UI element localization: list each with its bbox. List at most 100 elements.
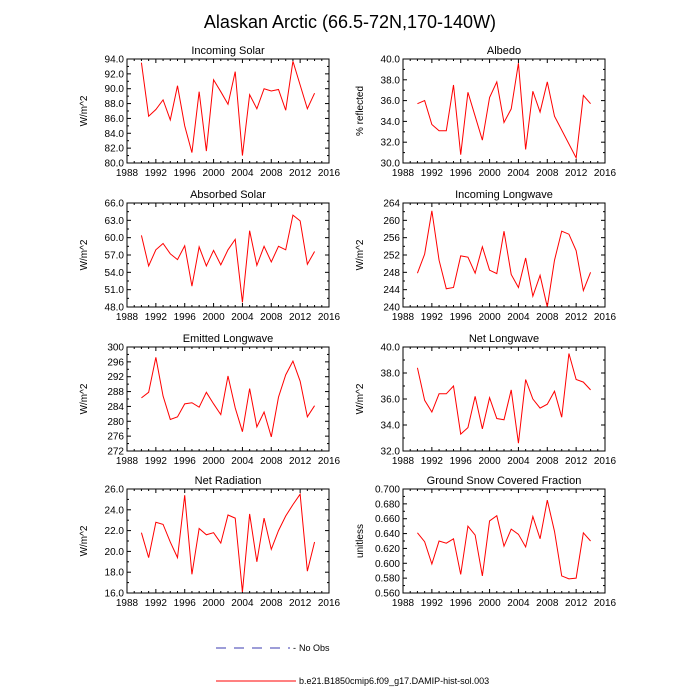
- y-axis-label: W/m^2: [79, 239, 90, 270]
- series-line: [140, 492, 316, 593]
- x-tick-label: 1988: [116, 598, 139, 609]
- panel-absorbed-solar: Absorbed Solar W/m^2 48.0 51.0 54.0 57.0 60.0 6…: [79, 189, 341, 323]
- y-tick-label: 16.0: [105, 589, 125, 600]
- x-tick-label: 1996: [174, 456, 197, 467]
- series-line: [416, 210, 592, 308]
- panel-title: Ground Snow Covered Fraction: [427, 475, 582, 487]
- panel-title: Incoming Solar: [191, 45, 265, 57]
- x-tick-label: 2004: [507, 456, 530, 467]
- y-tick-label: 66.0: [105, 199, 125, 210]
- x-tick-label: 1992: [145, 312, 168, 323]
- x-tick-label: 2008: [260, 456, 283, 467]
- y-tick-label: 284: [107, 402, 124, 413]
- y-tick-label: 54.0: [105, 268, 125, 279]
- panel-albedo: Albedo % reflected 30.0 32.0 34.0 36.0 38.0 40.…: [355, 45, 617, 179]
- x-tick-label: 1996: [174, 312, 197, 323]
- panel-title: Absorbed Solar: [190, 189, 266, 201]
- y-tick-label: 26.0: [105, 485, 125, 496]
- y-tick-label: 244: [383, 285, 400, 296]
- x-tick-label: 2008: [260, 312, 283, 323]
- y-tick-label: 90.0: [105, 84, 125, 95]
- plot-frame: [402, 488, 606, 594]
- panel-net-radiation: Net Radiation W/m^2 16.0 18.0 20.0 22.0 24.0 26…: [79, 475, 341, 609]
- y-tick-label: 32.0: [381, 138, 401, 149]
- x-tick-label: 2016: [318, 168, 341, 179]
- plot-frame: [402, 58, 606, 164]
- x-tick-label: 2012: [289, 312, 312, 323]
- plot-frame: [126, 58, 330, 164]
- series-line: [140, 214, 316, 303]
- y-axis-label: W/m^2: [79, 383, 90, 414]
- panel-incoming-solar: Incoming Solar W/m^2 80.0 82.0 84.0 86.0 88.0 9…: [79, 45, 341, 179]
- plot-frame: [126, 346, 330, 452]
- x-tick-label: 1992: [421, 456, 444, 467]
- y-tick-label: 36.0: [381, 96, 401, 107]
- x-tick-label: 1996: [450, 456, 473, 467]
- x-tick-label: 2012: [289, 168, 312, 179]
- x-tick-label: 1992: [145, 598, 168, 609]
- panel-net-longwave: Net Longwave W/m^2 32.0 34.0 36.0 38.0 40.0 198…: [355, 333, 617, 467]
- x-tick-label: 2004: [507, 312, 530, 323]
- y-tick-label: 240: [383, 303, 400, 314]
- y-tick-label: 34.0: [381, 117, 401, 128]
- x-tick-label: 2012: [565, 312, 588, 323]
- y-tick-label: 0.560: [375, 589, 400, 600]
- y-tick-label: 94.0: [105, 55, 125, 66]
- series-line: [141, 357, 315, 438]
- x-tick-label: 2000: [202, 598, 225, 609]
- plot-frame: [126, 488, 330, 594]
- x-tick-label: 1988: [116, 168, 139, 179]
- y-axis-label: W/m^2: [79, 95, 90, 126]
- x-tick-label: 2016: [318, 598, 341, 609]
- panel-title: Net Radiation: [195, 475, 262, 487]
- x-tick-label: 2000: [478, 168, 501, 179]
- y-tick-label: 0.700: [375, 485, 400, 496]
- y-tick-label: 86.0: [105, 114, 125, 125]
- y-tick-label: 92.0: [105, 69, 125, 80]
- y-tick-label: 84.0: [105, 129, 125, 140]
- y-tick-label: 30.0: [381, 159, 401, 170]
- series-line: [140, 61, 316, 156]
- panel-title: Albedo: [487, 45, 521, 57]
- panel-title: Net Longwave: [469, 333, 539, 345]
- y-tick-label: 300: [107, 343, 124, 354]
- y-tick-label: 260: [383, 216, 400, 227]
- x-tick-label: 1992: [145, 168, 168, 179]
- plot-frame: [402, 346, 606, 452]
- x-tick-label: 2012: [565, 168, 588, 179]
- legend-dash-no-obs: -: [293, 643, 296, 653]
- y-tick-label: 24.0: [105, 505, 125, 516]
- x-tick-label: 1996: [450, 598, 473, 609]
- plot-frame: [402, 202, 606, 308]
- y-tick-label: 276: [107, 432, 124, 443]
- y-tick-label: 0.660: [375, 514, 400, 525]
- figure-title: Alaskan Arctic (66.5-72N,170-140W): [204, 12, 496, 32]
- x-tick-label: 1992: [421, 312, 444, 323]
- x-tick-label: 2012: [565, 598, 588, 609]
- y-tick-label: 256: [383, 233, 400, 244]
- plot-frame: [126, 202, 330, 308]
- x-tick-label: 2000: [202, 312, 225, 323]
- legend-label-no-obs: No Obs: [299, 643, 330, 653]
- y-tick-label: 248: [383, 268, 400, 279]
- y-tick-label: 36.0: [381, 395, 401, 406]
- y-tick-label: 51.0: [105, 285, 125, 296]
- y-tick-label: 57.0: [105, 251, 125, 262]
- x-tick-label: 1988: [392, 598, 415, 609]
- x-tick-label: 1988: [116, 312, 139, 323]
- x-tick-label: 1988: [116, 456, 139, 467]
- panel-incoming-longwave: Incoming Longwave W/m^2 240 244 248 252 256 260…: [355, 189, 617, 323]
- y-tick-label: 280: [107, 417, 124, 428]
- y-tick-label: 0.580: [375, 574, 400, 585]
- y-tick-label: 60.0: [105, 233, 125, 244]
- series-line: [416, 353, 591, 444]
- panel-title: Incoming Longwave: [455, 189, 553, 201]
- x-tick-label: 2012: [289, 598, 312, 609]
- panels-container: Incoming Solar W/m^2 80.0 82.0 84.0 86.0 88.0 9…: [79, 45, 617, 609]
- x-tick-label: 2004: [231, 312, 254, 323]
- x-tick-label: 2016: [318, 312, 341, 323]
- x-tick-label: 2004: [507, 598, 530, 609]
- y-tick-label: 82.0: [105, 144, 125, 155]
- y-tick-label: 32.0: [381, 447, 401, 458]
